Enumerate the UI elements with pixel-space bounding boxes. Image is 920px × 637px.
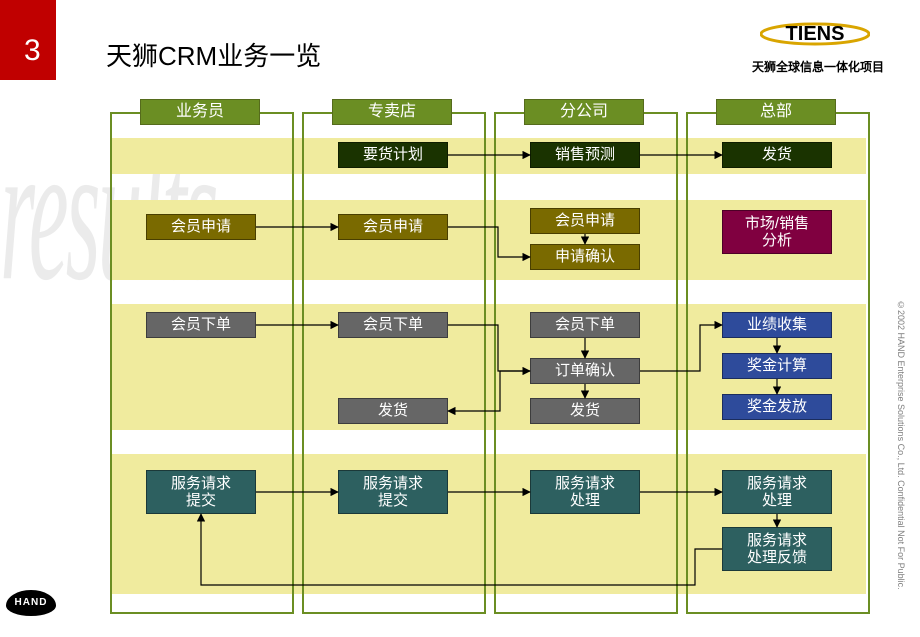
flow-node-calc: 奖金计算 [722,353,832,379]
swimlane-header: 总部 [716,99,836,125]
slide-number: 3 [24,34,41,68]
swimlane-column [110,112,294,614]
swimlane-header: 专卖店 [332,99,452,125]
tiens-logo: TIENS [760,18,870,50]
svg-text:TIENS: TIENS [786,23,845,45]
flow-node-order1: 会员下单 [338,312,448,338]
flow-node-apply1: 会员申请 [338,214,448,240]
flow-node-svc_fb: 服务请求 处理反馈 [722,527,832,571]
flow-node-ship2: 发货 [530,398,640,424]
flow-node-payout: 奖金发放 [722,394,832,420]
slide-stage: results 3 天狮CRM业务一览 TIENS 天狮全球信息一体化项目 ©2… [0,0,920,637]
flow-node-svc2: 服务请求 处理 [530,470,640,514]
flow-node-order_confirm: 订单确认 [530,358,640,384]
flow-node-forecast: 销售预测 [530,142,640,168]
flow-node-svc1: 服务请求 提交 [338,470,448,514]
hand-logo: HAND [6,590,56,616]
copyright-text: ©2002 HAND Enterprise Solutions Co., Ltd… [896,300,906,590]
flow-node-collect: 业绩收集 [722,312,832,338]
page-title: 天狮CRM业务一览 [106,36,321,73]
flow-node-order0: 会员下单 [146,312,256,338]
flow-node-apply0: 会员申请 [146,214,256,240]
flow-node-market: 市场/销售 分析 [722,210,832,254]
swimlane-header: 分公司 [524,99,644,125]
project-subtitle: 天狮全球信息一体化项目 [752,58,884,75]
flow-node-plan: 要货计划 [338,142,448,168]
flow-node-apply_confirm: 申请确认 [530,244,640,270]
swimlane-header: 业务员 [140,99,260,125]
flow-node-ship1: 发货 [338,398,448,424]
swimlane-column [302,112,486,614]
flow-node-order2: 会员下单 [530,312,640,338]
flow-node-svc3: 服务请求 处理 [722,470,832,514]
flow-node-ship_hq: 发货 [722,142,832,168]
flow-node-apply2: 会员申请 [530,208,640,234]
flow-node-svc0: 服务请求 提交 [146,470,256,514]
hand-logo-text: HAND [15,597,48,608]
